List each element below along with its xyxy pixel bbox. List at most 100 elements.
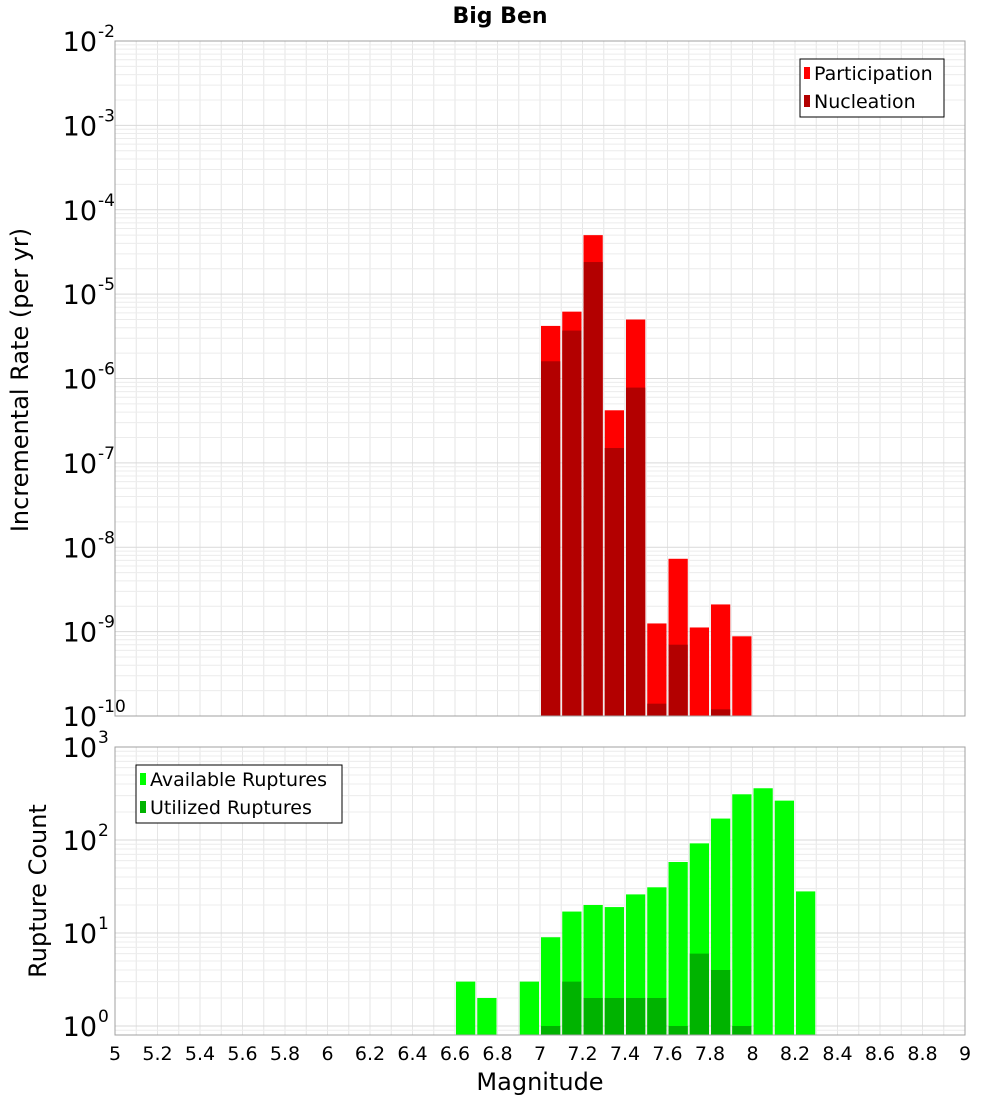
x-tick-label: 6.2	[355, 1043, 385, 1065]
y-tick-exponent: 0	[98, 1007, 109, 1027]
bar	[519, 981, 539, 1035]
y-tick-base: 10	[63, 618, 97, 649]
y-tick-label: 10	[63, 196, 97, 227]
x-tick-label: 6.6	[440, 1043, 470, 1065]
y-tick-base: 10	[63, 533, 97, 564]
bar	[711, 604, 731, 716]
y-tick-label: 10	[63, 449, 97, 480]
bar	[647, 623, 667, 716]
y-tick-exponent: -4	[98, 191, 115, 211]
x-tick-label: 7.6	[652, 1043, 682, 1065]
chart-title: Big Ben	[452, 4, 547, 29]
y-tick-base: 10	[63, 826, 97, 857]
bar	[668, 1025, 688, 1035]
series-1	[541, 953, 752, 1035]
x-tick-label: 9	[959, 1043, 971, 1065]
x-tick-label: 5.8	[270, 1043, 300, 1065]
y-tick-exponent: 3	[98, 728, 109, 748]
bar	[456, 981, 476, 1035]
legend-swatch	[140, 801, 146, 813]
legend: Available Ruptures Utilized Ruptures	[135, 764, 343, 824]
y-tick-base: 10	[63, 449, 97, 480]
y-tick-label: 10	[63, 702, 97, 733]
bar	[796, 891, 816, 1035]
y-tick-exponent: -8	[98, 528, 115, 548]
bar	[689, 627, 709, 716]
x-axis-label: Magnitude	[476, 1068, 603, 1096]
bar	[732, 794, 752, 1035]
legend-box	[799, 58, 945, 118]
x-tick-label: 8.8	[907, 1043, 937, 1065]
y-tick-label: 10	[63, 733, 97, 764]
x-tick-label: 6.8	[482, 1043, 512, 1065]
series-1	[541, 262, 731, 716]
x-tick-label: 5.2	[142, 1043, 172, 1065]
y-tick-label: 10	[63, 533, 97, 564]
legend-box	[135, 764, 343, 824]
y-tick-label: 10	[63, 365, 97, 396]
bar	[647, 997, 667, 1035]
legend: Participation Nucleation	[799, 58, 945, 118]
x-tick-label: 6.4	[397, 1043, 427, 1065]
plot-frame	[114, 40, 966, 717]
y-tick-exponent: -6	[98, 360, 115, 380]
bar	[668, 861, 688, 1035]
x-tick-label: 8.2	[780, 1043, 810, 1065]
x-tick-label: 5.6	[227, 1043, 257, 1065]
bar	[732, 636, 752, 716]
bar	[626, 387, 646, 716]
bar	[562, 330, 582, 716]
legend-swatch	[804, 95, 810, 107]
x-tick-label: 7.4	[610, 1043, 640, 1065]
y-tick-exponent: -9	[98, 613, 115, 633]
bar	[774, 800, 794, 1035]
bottom-y-axis-label: Rupture Count	[24, 804, 52, 978]
x-tick-label: 7.8	[695, 1043, 725, 1065]
bar	[477, 997, 497, 1035]
bar	[711, 709, 731, 716]
bar	[711, 969, 731, 1035]
y-tick-base: 10	[63, 919, 97, 950]
top-y-axis-label: Incremental Rate (per yr)	[6, 228, 34, 532]
legend-label: Utilized Ruptures	[150, 797, 312, 819]
legend-label: Available Ruptures	[150, 769, 327, 791]
y-tick-label: 10	[63, 1012, 97, 1043]
y-tick-label: 10	[63, 111, 97, 142]
x-tick-label: 8.4	[822, 1043, 852, 1065]
y-tick-base: 10	[63, 280, 97, 311]
y-tick-base: 10	[63, 733, 97, 764]
x-tick-label: 8	[746, 1043, 758, 1065]
y-tick-label: 10	[63, 618, 97, 649]
bar	[541, 1025, 561, 1035]
y-tick-exponent: -2	[98, 22, 115, 42]
legend-label: Nucleation	[814, 91, 916, 113]
y-tick-label: 10	[63, 826, 97, 857]
bar	[668, 644, 688, 716]
x-tick-label: 6	[321, 1043, 333, 1065]
bar	[541, 937, 561, 1035]
y-tick-label: 10	[63, 919, 97, 950]
legend-swatch	[140, 773, 146, 785]
y-tick-exponent: -7	[98, 444, 115, 464]
bar	[562, 981, 582, 1035]
y-tick-exponent: -3	[98, 106, 115, 126]
y-tick-exponent: -10	[98, 697, 126, 717]
x-tick-label: 7	[534, 1043, 546, 1065]
bar	[541, 361, 561, 716]
legend-label: Participation	[814, 63, 933, 85]
x-tick-label: 7.2	[567, 1043, 597, 1065]
y-tick-base: 10	[63, 1012, 97, 1043]
bar	[647, 703, 667, 716]
bar	[583, 262, 603, 716]
y-tick-exponent: 2	[98, 821, 109, 841]
bar	[689, 953, 709, 1035]
plot-frame	[114, 746, 966, 1036]
bar	[604, 997, 624, 1035]
bar	[583, 997, 603, 1035]
y-tick-base: 10	[63, 702, 97, 733]
bar	[753, 788, 773, 1035]
legend-swatch	[804, 67, 810, 79]
bar	[732, 1025, 752, 1035]
